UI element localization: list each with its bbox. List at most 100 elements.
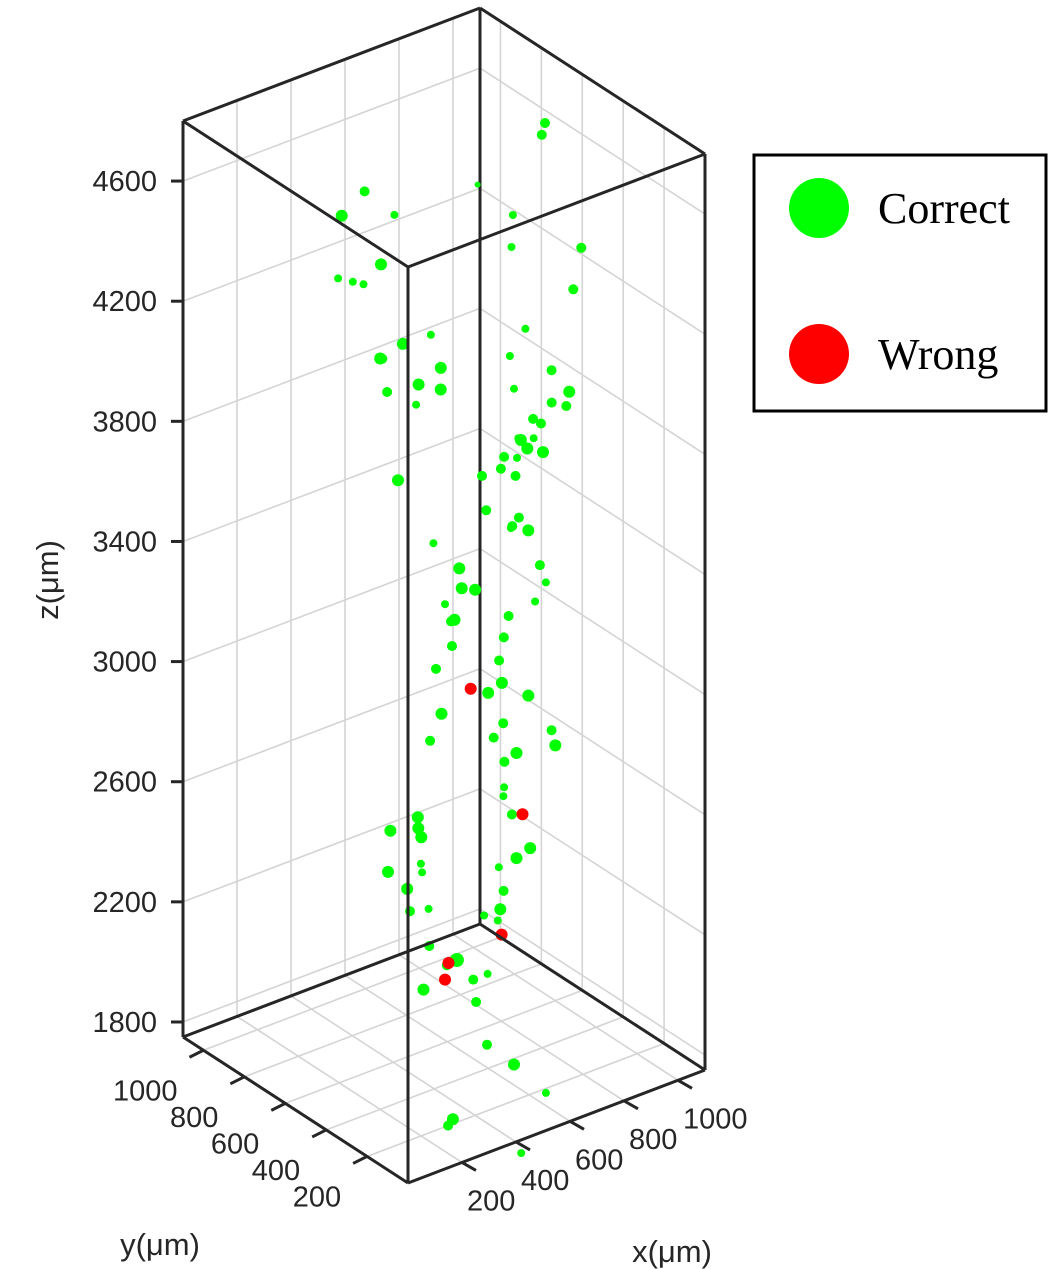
- data-point-correct: [508, 1058, 520, 1071]
- data-point-correct: [429, 539, 438, 548]
- data-point-correct: [453, 562, 466, 575]
- data-point-correct: [536, 418, 546, 429]
- data-point-correct: [335, 209, 348, 222]
- z-tick-label: 3000: [92, 647, 157, 679]
- data-point-correct: [499, 451, 510, 462]
- data-point-correct: [477, 470, 487, 481]
- data-point-correct: [359, 186, 370, 197]
- grid-line: [479, 307, 706, 455]
- data-point-correct: [480, 911, 489, 920]
- data-point-correct: [481, 505, 492, 516]
- data-point-correct: [495, 463, 506, 474]
- data-point-correct: [390, 210, 399, 219]
- data-point-correct: [435, 707, 448, 720]
- grid-line: [325, 1016, 624, 1131]
- y-tick-mark: [352, 1155, 368, 1165]
- x-tick-label: 200: [467, 1185, 515, 1217]
- z-tick-label: 4600: [92, 166, 157, 198]
- data-point-correct: [434, 383, 447, 396]
- grid-line: [398, 954, 625, 1102]
- data-point-correct: [499, 756, 510, 767]
- data-point-correct: [546, 397, 557, 408]
- data-point-correct: [529, 434, 538, 443]
- box-edge: [182, 922, 481, 1039]
- data-point-correct: [513, 453, 521, 462]
- y-tick-mark: [229, 1075, 246, 1086]
- data-point-correct: [498, 632, 509, 643]
- data-point-correct: [417, 983, 430, 996]
- grid-line: [479, 547, 706, 696]
- data-point-correct: [498, 885, 509, 896]
- data-point-correct: [561, 401, 572, 411]
- grid-line: [479, 668, 706, 816]
- grid-line: [182, 67, 481, 182]
- data-point-correct: [415, 831, 428, 844]
- data-point-correct: [392, 474, 404, 487]
- data-point-wrong: [442, 957, 455, 969]
- data-point-correct: [396, 337, 409, 350]
- data-point-correct: [499, 792, 508, 801]
- grid-line: [366, 1042, 665, 1158]
- data-point-correct: [521, 324, 530, 333]
- data-point-correct: [528, 413, 539, 424]
- grid-lines: [182, 18, 706, 1164]
- box-edge: [182, 1035, 409, 1185]
- z-tick-label: 2200: [92, 887, 157, 919]
- z-tick-label: 4200: [92, 286, 157, 318]
- data-point-wrong: [439, 973, 451, 986]
- data-point-correct: [503, 611, 514, 621]
- x-tick-mark: [569, 1120, 585, 1131]
- box-edge: [407, 152, 706, 269]
- data-point-correct: [359, 280, 368, 289]
- grid-line: [182, 427, 481, 543]
- data-point-correct: [412, 823, 421, 832]
- y-tick-mark: [270, 1102, 286, 1112]
- data-point-correct: [377, 353, 388, 364]
- data-point-correct: [424, 904, 433, 913]
- grid-line: [452, 933, 679, 1081]
- data-point-correct: [524, 842, 537, 855]
- grid-line: [479, 908, 706, 1056]
- data-point-correct: [471, 997, 482, 1007]
- data-point-correct: [412, 400, 421, 409]
- y-tick-label: 200: [293, 1181, 341, 1213]
- data-point-wrong: [464, 682, 477, 695]
- data-point-correct: [495, 676, 508, 689]
- data-point-correct: [534, 560, 545, 571]
- y-axis-label: y(μm): [120, 1227, 200, 1262]
- data-point-correct: [563, 385, 576, 398]
- legend-marker-correct: [789, 178, 849, 238]
- box-edge: [479, 922, 706, 1072]
- box-edge: [182, 119, 409, 269]
- grid-line: [479, 67, 706, 215]
- data-point-correct: [541, 578, 550, 587]
- y-tick-mark: [311, 1128, 327, 1139]
- legend: Correct Wrong: [752, 153, 1048, 413]
- data-point-correct: [348, 277, 357, 286]
- data-point-correct: [521, 442, 534, 455]
- data-point-correct: [541, 1088, 550, 1097]
- grid-line: [479, 427, 706, 576]
- legend-label-correct: Correct: [878, 184, 1010, 233]
- x-tick-label: 400: [521, 1165, 569, 1197]
- grid-line: [479, 187, 706, 335]
- data-point-correct: [494, 903, 507, 916]
- data-point-correct: [494, 863, 503, 872]
- x-tick-label: 800: [629, 1124, 677, 1156]
- grid-line: [284, 989, 583, 1105]
- data-point-correct: [536, 129, 547, 140]
- data-point-correct: [576, 242, 587, 253]
- data-point-correct: [498, 718, 509, 729]
- data-point-correct: [416, 859, 425, 868]
- data-point-correct: [469, 583, 482, 596]
- data-point-correct: [382, 865, 394, 878]
- data-point-correct: [540, 118, 550, 128]
- data-point-correct: [474, 181, 481, 188]
- z-tick-label: 3400: [92, 526, 157, 558]
- data-point-correct: [513, 512, 524, 523]
- data-point-correct: [455, 582, 468, 595]
- x-axis-label: x(μm): [632, 1234, 712, 1269]
- data-point-correct: [431, 663, 441, 674]
- x-tick-mark: [515, 1140, 531, 1152]
